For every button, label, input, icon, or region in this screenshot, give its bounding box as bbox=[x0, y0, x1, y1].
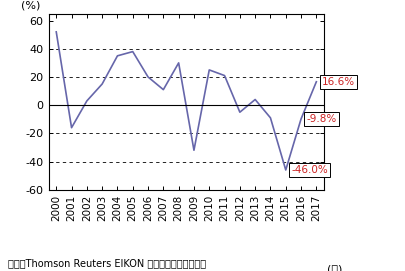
Text: -9.8%: -9.8% bbox=[307, 114, 337, 124]
Text: 16.6%: 16.6% bbox=[322, 77, 355, 87]
Text: (年): (年) bbox=[327, 264, 342, 271]
Text: -46.0%: -46.0% bbox=[291, 165, 328, 175]
Text: 資料：Thomson Reuters EIKON から経済産業省作成。: 資料：Thomson Reuters EIKON から経済産業省作成。 bbox=[8, 258, 206, 268]
Text: (%): (%) bbox=[21, 0, 40, 10]
